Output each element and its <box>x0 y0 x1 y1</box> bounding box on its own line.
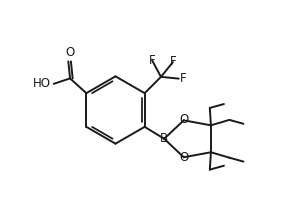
Text: F: F <box>170 55 176 68</box>
Text: F: F <box>180 72 186 85</box>
Text: O: O <box>179 113 188 126</box>
Text: O: O <box>65 46 74 59</box>
Text: B: B <box>160 132 168 145</box>
Text: F: F <box>149 54 156 67</box>
Text: O: O <box>179 151 188 164</box>
Text: HO: HO <box>33 77 51 90</box>
